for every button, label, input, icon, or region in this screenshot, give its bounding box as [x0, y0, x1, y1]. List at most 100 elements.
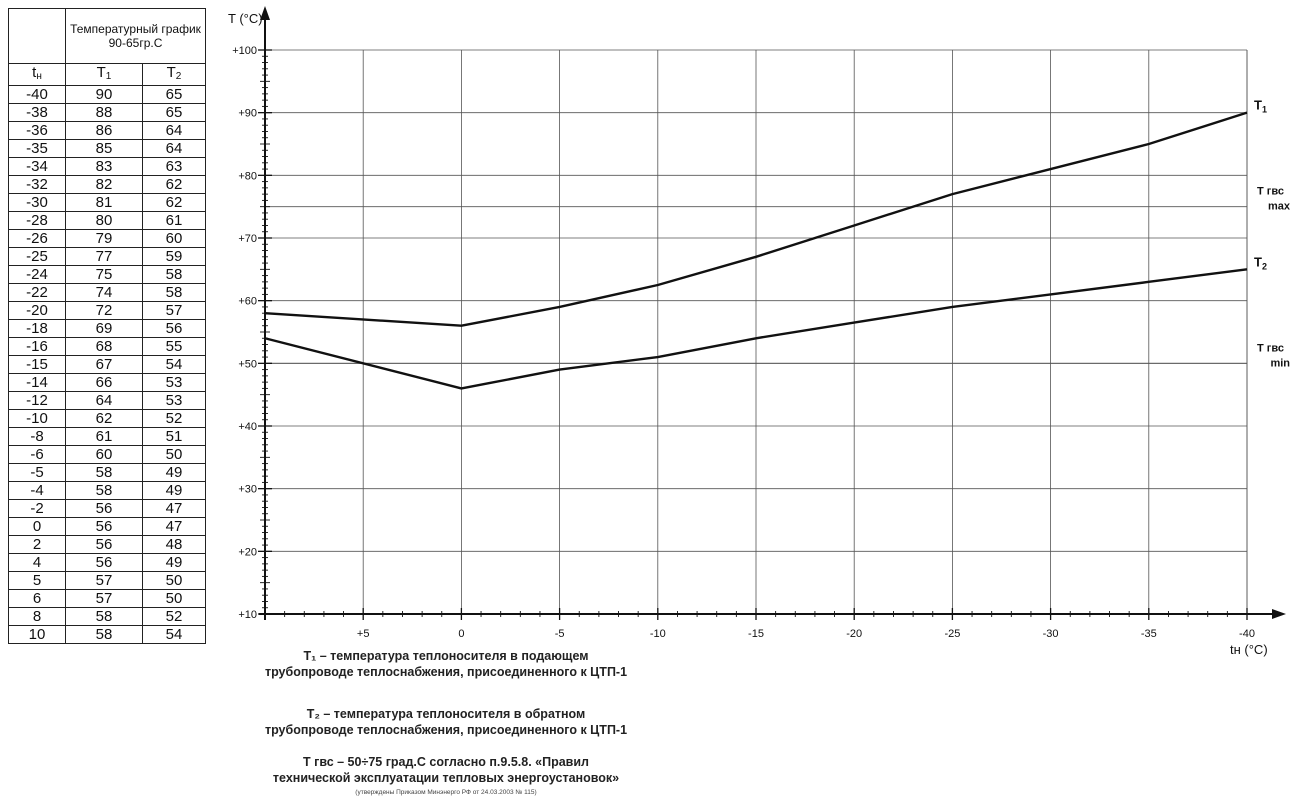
cell-tn: -5 [8, 463, 66, 482]
reference-label-line1: T гвс [1257, 342, 1284, 354]
table-row: -20 72 57 [8, 301, 206, 320]
x-tick-label: -5 [555, 628, 565, 640]
cell-tn: 0 [8, 517, 66, 536]
cell-tn: -34 [8, 157, 66, 176]
cell-t1: 69 [65, 319, 143, 338]
cell-tn: -38 [8, 103, 66, 122]
cell-tn: -2 [8, 499, 66, 518]
series-label-t2: T2 [1254, 254, 1267, 271]
cell-tn: -16 [8, 337, 66, 356]
table-row: -30 81 62 [8, 193, 206, 212]
cell-t1: 86 [65, 121, 143, 140]
x-tick-label: -25 [944, 628, 960, 640]
cell-t1: 56 [65, 553, 143, 572]
temperature-schedule-table-wrap: Температурный график 90-65гр.С tн T1 T2 … [8, 8, 206, 644]
table-row: 2 56 48 [8, 535, 206, 554]
cell-t2: 65 [142, 85, 206, 104]
table-row: -18 69 56 [8, 319, 206, 338]
cell-t1: 74 [65, 283, 143, 302]
reference-label-line1: T гвс [1257, 186, 1284, 198]
cell-t2: 62 [142, 175, 206, 194]
cell-t1: 88 [65, 103, 143, 122]
cell-t2: 49 [142, 481, 206, 500]
cell-t2: 65 [142, 103, 206, 122]
column-header-tn-text: t [32, 64, 37, 81]
cell-t2: 64 [142, 139, 206, 158]
cell-tn: 10 [8, 625, 66, 644]
y-tick-label: +100 [232, 45, 257, 57]
cell-tn: -22 [8, 283, 66, 302]
cell-tn: -14 [8, 373, 66, 392]
cell-tn: 8 [8, 607, 66, 626]
table-row: -6 60 50 [8, 445, 206, 464]
table-row: -22 74 58 [8, 283, 206, 302]
table-row: -12 64 53 [8, 391, 206, 410]
table-row: 4 56 49 [8, 553, 206, 572]
table-row: -16 68 55 [8, 337, 206, 356]
column-header-t1-text: T [96, 64, 106, 81]
cell-tn: -15 [8, 355, 66, 374]
table-row: 0 56 47 [8, 517, 206, 536]
cell-t2: 52 [142, 409, 206, 428]
reference-label-line2: min [1270, 357, 1290, 369]
cell-tn: -35 [8, 139, 66, 158]
cell-tn: -12 [8, 391, 66, 410]
cell-t2: 53 [142, 391, 206, 410]
table-row: 5 57 50 [8, 571, 206, 590]
cell-t2: 61 [142, 211, 206, 230]
cell-t1: 57 [65, 571, 143, 590]
y-tick-label: +50 [238, 358, 257, 370]
table-row: -8 61 51 [8, 427, 206, 446]
cell-tn: -20 [8, 301, 66, 320]
table-corner-cell [8, 8, 66, 64]
x-tick-label: -30 [1043, 628, 1059, 640]
cell-t1: 57 [65, 589, 143, 608]
table-title: Температурный график 90-65гр.С [65, 8, 206, 64]
table-row: -34 83 63 [8, 157, 206, 176]
x-tick-label: -15 [748, 628, 764, 640]
cell-t2: 57 [142, 301, 206, 320]
cell-t2: 53 [142, 373, 206, 392]
cell-t1: 56 [65, 517, 143, 536]
x-tick-label: -40 [1239, 628, 1255, 640]
note-tgvs-small: (утверждены Приказом Минэнерго РФ от 24.… [355, 789, 537, 796]
cell-t1: 61 [65, 427, 143, 446]
table-row: -24 75 58 [8, 265, 206, 284]
cell-t2: 47 [142, 499, 206, 518]
cell-t1: 67 [65, 355, 143, 374]
series-line-t1 [264, 111, 1248, 327]
y-tick-label: +30 [238, 484, 257, 496]
cell-tn: -32 [8, 175, 66, 194]
cell-t1: 64 [65, 391, 143, 410]
note-t2: T₂ – температура теплоносителя в обратно… [226, 706, 666, 738]
cell-tn: -30 [8, 193, 66, 212]
y-axis-arrow [260, 6, 270, 20]
cell-t2: 55 [142, 337, 206, 356]
cell-tn: -10 [8, 409, 66, 428]
cell-t1: 58 [65, 481, 143, 500]
cell-t1: 75 [65, 265, 143, 284]
column-header-t2: T2 [142, 63, 206, 86]
cell-t1: 60 [65, 445, 143, 464]
cell-tn: -28 [8, 211, 66, 230]
table-row: 10 58 54 [8, 625, 206, 644]
table-row: -28 80 61 [8, 211, 206, 230]
table-header-row: Температурный график 90-65гр.С [8, 8, 206, 64]
note-t1-line2: трубопроводе теплоснабжения, присоединен… [264, 665, 628, 679]
cell-tn: -25 [8, 247, 66, 266]
cell-t1: 80 [65, 211, 143, 230]
cell-t1: 82 [65, 175, 143, 194]
cell-t1: 83 [65, 157, 143, 176]
cell-tn: 6 [8, 589, 66, 608]
y-tick-label: +10 [238, 609, 257, 621]
cell-tn: -18 [8, 319, 66, 338]
cell-t1: 62 [65, 409, 143, 428]
cell-t2: 60 [142, 229, 206, 248]
cell-t2: 47 [142, 517, 206, 536]
note-tgvs: T гвс – 50÷75 град.С согласно п.9.5.8. «… [226, 754, 666, 786]
y-tick-label: +70 [238, 233, 257, 245]
cell-t2: 56 [142, 319, 206, 338]
cell-t1: 72 [65, 301, 143, 320]
cell-t2: 63 [142, 157, 206, 176]
x-tick-label: -35 [1141, 628, 1157, 640]
